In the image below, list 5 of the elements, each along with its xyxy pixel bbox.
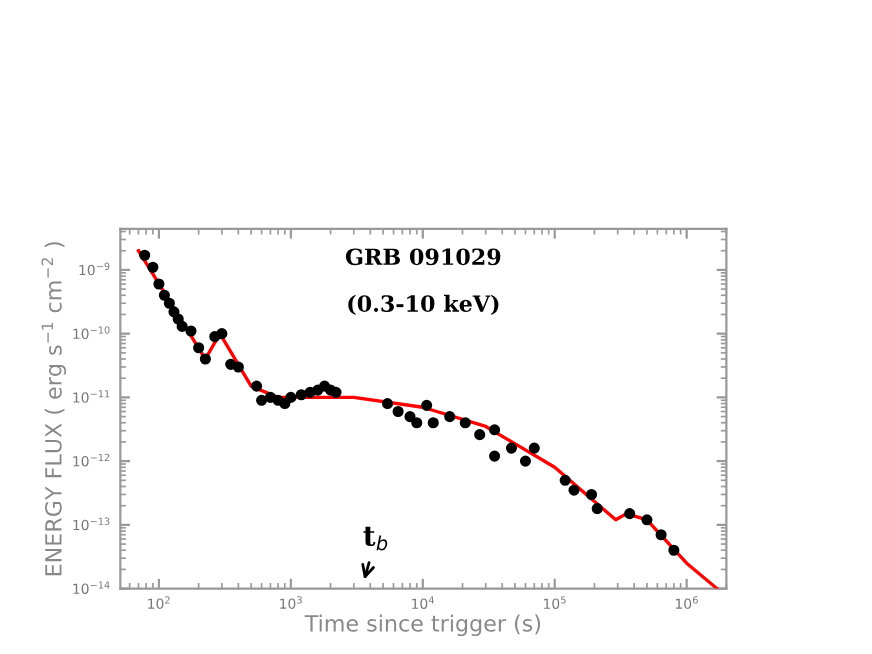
annotation: GRB 091029: [345, 248, 501, 266]
y-axis-title: ENERGY FLUX ( erg s$^{−1}$ cm$^{−2}$ ): [41, 242, 67, 576]
annotation: (0.3-10 keV): [348, 294, 499, 316]
annotation: t$_{b}$: [363, 526, 388, 551]
x-axis-title: Time since trigger (s): [304, 614, 541, 637]
